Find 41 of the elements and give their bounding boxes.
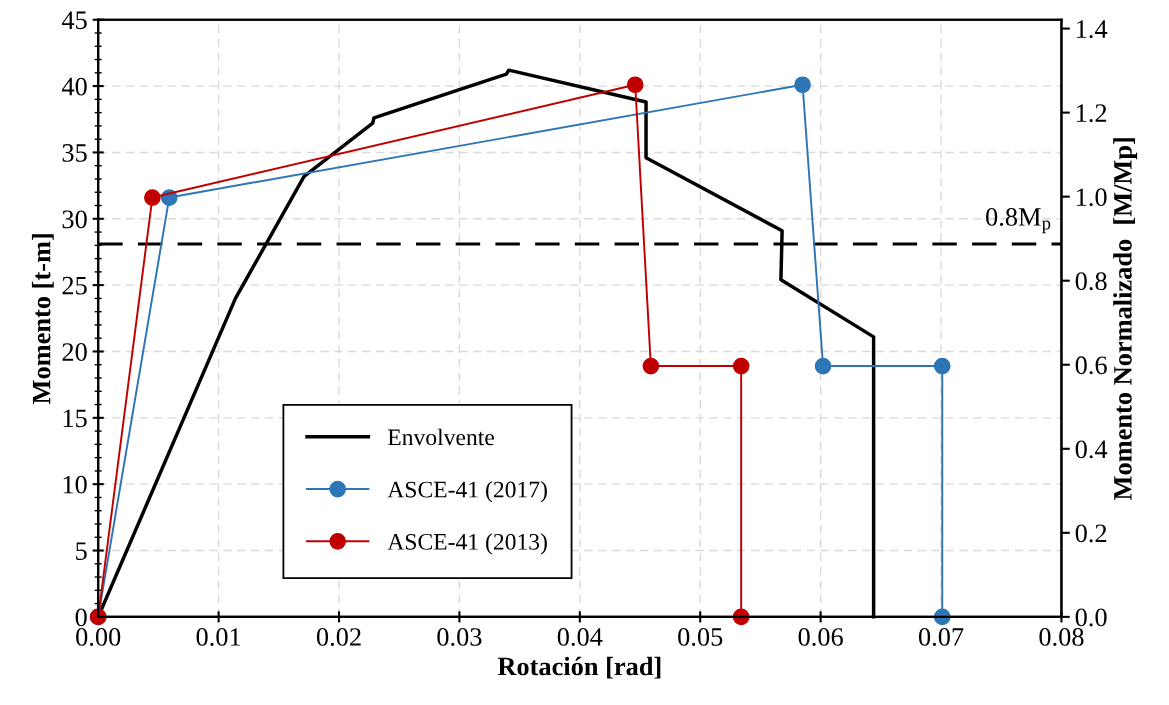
y-tick-label: 25 — [62, 276, 87, 295]
y-tick-label: 40 — [61, 77, 87, 96]
y2-axis-title: Momento Normalizado [M/Mp] — [1113, 138, 1138, 500]
point — [794, 76, 811, 94]
y-tick-label: 5 — [76, 542, 87, 560]
y2-tick-label: 0.6 — [1075, 356, 1107, 375]
y2-tick-label: 1.2 — [1076, 104, 1107, 123]
point — [732, 357, 750, 375]
x-tick-label: 0.04 — [557, 628, 603, 646]
point — [626, 76, 644, 94]
y-tick-label: 45 — [61, 11, 87, 30]
x-tick-label: 0.00 — [76, 628, 121, 646]
legend-label: ASCE-41 (2013) — [387, 533, 547, 555]
x-tick-label: 0.05 — [678, 628, 723, 646]
x-tick-label: 0.01 — [196, 628, 241, 646]
point — [933, 357, 951, 375]
x-tick-label: 0.02 — [316, 628, 361, 646]
y2-tick-label: 0.2 — [1075, 524, 1107, 543]
ref-line-label: 0.8M$_{p}$ — [986, 208, 1051, 234]
y2-tick-label: 0.4 — [1075, 440, 1108, 459]
y-tick-label: 15 — [63, 409, 87, 428]
y2-tick-label: 1.0 — [1076, 188, 1107, 207]
y2-tick-label: 0.0 — [1075, 608, 1107, 627]
y-tick-label: 0 — [75, 608, 87, 627]
x-tick-label: 0.06 — [798, 628, 843, 646]
point — [814, 357, 832, 375]
x-tick-label: 0.07 — [918, 628, 964, 646]
point — [642, 357, 660, 375]
x-axis-title: Rotación [rad] — [497, 656, 661, 679]
y-tick-label: 30 — [62, 210, 87, 229]
y-tick-label: 10 — [63, 475, 87, 494]
y-tick-label: 20 — [62, 343, 87, 361]
y2-tick-label: 0.8 — [1075, 272, 1107, 291]
x-tick-label: 0.03 — [437, 628, 482, 646]
y-axis-title: Momento [t-m] — [31, 234, 54, 404]
legend-label: Envolvente — [387, 428, 494, 446]
y-tick-label: 35 — [62, 144, 87, 162]
y2-tick-label: 1.4 — [1076, 20, 1108, 39]
point — [144, 189, 161, 206]
legend-label: ASCE-41 (2017) — [387, 480, 547, 503]
x-tick-label: 0.08 — [1039, 628, 1084, 646]
